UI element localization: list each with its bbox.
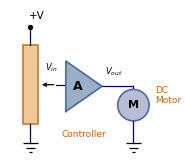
- Text: +V: +V: [29, 11, 45, 21]
- Polygon shape: [66, 61, 102, 112]
- Text: A: A: [73, 80, 83, 93]
- Circle shape: [118, 89, 149, 121]
- Text: Controller: Controller: [62, 130, 106, 139]
- Text: $V_{out}$: $V_{out}$: [105, 66, 123, 78]
- Text: M: M: [128, 100, 139, 110]
- Text: DC
Motor: DC Motor: [155, 86, 181, 105]
- Bar: [23, 45, 38, 124]
- Text: $V_{in}$: $V_{in}$: [45, 61, 58, 74]
